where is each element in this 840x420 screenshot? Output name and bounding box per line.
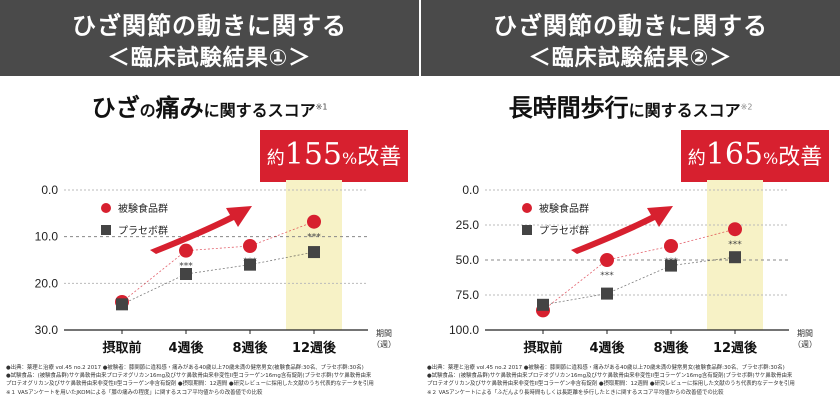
line-chart-2: 0.0 25.0 50.0 75.0 100.0 摂取前 4週後 8週後 12週後 期間 （週） **… bbox=[449, 180, 817, 356]
y-tick-label: 0.0 bbox=[41, 183, 58, 197]
score-title-part4: に関するスコア bbox=[628, 101, 741, 120]
legend-marker bbox=[101, 203, 111, 213]
footnote-line: ●試験食品：(被験食品群)サケ鼻軟骨由来プロテオグリカン16mg及びサケ鼻軟骨由… bbox=[427, 373, 793, 380]
y-tick-label: 0.0 bbox=[462, 183, 479, 197]
panel-header: ひざ関節の動きに関する ＜臨床試験結果①＞ bbox=[0, 0, 419, 76]
data-point bbox=[243, 239, 257, 253]
y-tick-label: 10.0 bbox=[35, 230, 59, 244]
line-chart-1: 0.0 10.0 20.0 30.0 摂取前 4週後 8週後 12週後 期間 （週） *** *** *… bbox=[35, 180, 396, 356]
score-title-part4: に関するスコア bbox=[203, 101, 316, 120]
callout-number: 165 bbox=[705, 137, 764, 172]
significance-mark: *** bbox=[307, 233, 321, 243]
footnote-line: ※２ VASアンケートによる「ふだんより長時間もしくは長距離を歩行したときに関す… bbox=[427, 389, 724, 396]
improvement-callout: 約165%改善 bbox=[681, 130, 829, 182]
significance-mark: *** bbox=[664, 257, 678, 267]
header-subtitle: ＜臨床試験結果①＞ bbox=[107, 46, 312, 71]
footnote-line: プロテオグリカン及びサケ鼻軟骨由来非変性II型コラーゲン非含有錠剤 ●摂取期間：… bbox=[6, 381, 374, 388]
chart-panel-1: ひざ関節の動きに関する ＜臨床試験結果①＞ ひざの痛みに関するスコア※1 約15… bbox=[0, 0, 419, 420]
footnote-line: プロテオグリカン及びサケ鼻軟骨由来非変性II型コラーゲン非含有錠剤 ●摂取期間：… bbox=[427, 381, 795, 388]
series-line bbox=[542, 228, 736, 311]
panel-header: ひざ関節の動きに関する ＜臨床試験結果②＞ bbox=[421, 0, 840, 76]
significance-mark: *** bbox=[728, 240, 742, 250]
data-point bbox=[665, 259, 677, 272]
panel-divider bbox=[419, 0, 421, 420]
score-title-part3: 痛み bbox=[155, 94, 204, 122]
x-axis-label: 期間 bbox=[376, 329, 392, 338]
score-title-note: ※2 bbox=[740, 102, 753, 112]
data-point bbox=[307, 214, 321, 229]
x-tick-label: 12週後 bbox=[292, 340, 337, 356]
header-subtitle: ＜臨床試験結果②＞ bbox=[528, 46, 733, 71]
series-line bbox=[121, 251, 315, 305]
callout-suffix: 改善 bbox=[778, 145, 823, 170]
y-tick-label: 30.0 bbox=[35, 323, 59, 337]
score-title-note: ※1 bbox=[315, 102, 328, 112]
data-point bbox=[728, 222, 742, 237]
callout-percent: % bbox=[342, 149, 358, 168]
x-tick-label: 4週後 bbox=[168, 340, 204, 356]
data-point bbox=[537, 298, 549, 311]
callout-prefix: 約 bbox=[687, 148, 706, 169]
header-title: ひざ関節の動きに関する bbox=[493, 12, 768, 40]
legend-marker bbox=[522, 225, 532, 235]
y-tick-label: 25.0 bbox=[456, 218, 480, 232]
score-title-part1: ひざ bbox=[91, 94, 140, 122]
data-point bbox=[308, 246, 320, 259]
legend-marker bbox=[101, 225, 111, 235]
improvement-arrow bbox=[150, 206, 252, 254]
legend-label: プラセボ群 bbox=[539, 224, 589, 237]
score-title: 長時間歩行に関するスコア※2 bbox=[421, 88, 840, 123]
data-point bbox=[600, 253, 614, 267]
data-point bbox=[244, 258, 256, 271]
footnote-line: ●試験食品：(被験食品群)サケ鼻軟骨由来プロテオグリカン16mg及びサケ鼻軟骨由… bbox=[6, 373, 372, 380]
improvement-arrow bbox=[571, 206, 673, 254]
footnotes: ●出典：薬理と治療 vol.45 no.2 2017 ●被験者：膝関節に違和感・… bbox=[427, 364, 836, 397]
x-tick-label: 4週後 bbox=[589, 340, 625, 356]
x-tick-label: 摂取前 bbox=[523, 340, 562, 356]
series-line bbox=[121, 221, 315, 303]
y-tick-label: 50.0 bbox=[456, 253, 480, 267]
score-title: ひざの痛みに関するスコア※1 bbox=[0, 88, 419, 123]
header-title: ひざ関節の動きに関する bbox=[72, 12, 347, 40]
score-title-part1: 長時間歩行 bbox=[508, 94, 629, 122]
callout-percent: % bbox=[763, 149, 779, 168]
x-axis-label: （週） bbox=[793, 340, 817, 349]
data-point bbox=[601, 287, 613, 300]
callout-number: 155 bbox=[284, 137, 343, 172]
significance-mark: *** bbox=[243, 257, 257, 267]
score-title-part2: の bbox=[139, 101, 156, 120]
x-tick-label: 8週後 bbox=[232, 340, 268, 356]
data-point bbox=[116, 298, 128, 311]
data-point bbox=[664, 239, 678, 253]
improvement-callout: 約155%改善 bbox=[260, 130, 408, 182]
data-point bbox=[179, 243, 193, 258]
x-axis-label: （週） bbox=[372, 340, 396, 349]
footnotes: ●出典：薬理と治療 vol.45 no.2 2017 ●被験者：膝関節に違和感・… bbox=[6, 364, 415, 397]
footnote-line: ※１ VASアンケートを用いたJKOMによる「膝の痛みの程度」に関するスコア平均… bbox=[6, 389, 263, 396]
x-tick-label: 8週後 bbox=[653, 340, 689, 356]
x-axis-label: 期間 bbox=[797, 329, 813, 338]
legend-label: 被験食品群 bbox=[118, 202, 168, 215]
legend-label: 被験食品群 bbox=[539, 202, 589, 215]
data-point bbox=[180, 268, 192, 280]
x-tick-label: 摂取前 bbox=[102, 340, 141, 356]
legend-marker bbox=[522, 203, 532, 213]
y-tick-label: 75.0 bbox=[456, 288, 480, 302]
callout-suffix: 改善 bbox=[357, 145, 402, 170]
y-tick-label: 100.0 bbox=[449, 323, 479, 337]
significance-mark: *** bbox=[600, 271, 614, 281]
footnote-line: ●出典：薬理と治療 vol.45 no.2 2017 ●被験者：膝関節に違和感・… bbox=[427, 365, 785, 371]
callout-prefix: 約 bbox=[266, 148, 285, 169]
series-line bbox=[542, 256, 736, 306]
chart-panel-2: ひざ関節の動きに関する ＜臨床試験結果②＞ 長時間歩行に関するスコア※2 約16… bbox=[421, 0, 840, 420]
data-point bbox=[729, 251, 741, 264]
legend-label: プラセボ群 bbox=[118, 224, 168, 237]
footnote-line: ●出典：薬理と治療 vol.45 no.2 2017 ●被験者：膝関節に違和感・… bbox=[6, 365, 364, 371]
y-tick-label: 20.0 bbox=[35, 276, 59, 290]
x-tick-label: 12週後 bbox=[713, 340, 758, 356]
significance-mark: *** bbox=[179, 262, 193, 272]
